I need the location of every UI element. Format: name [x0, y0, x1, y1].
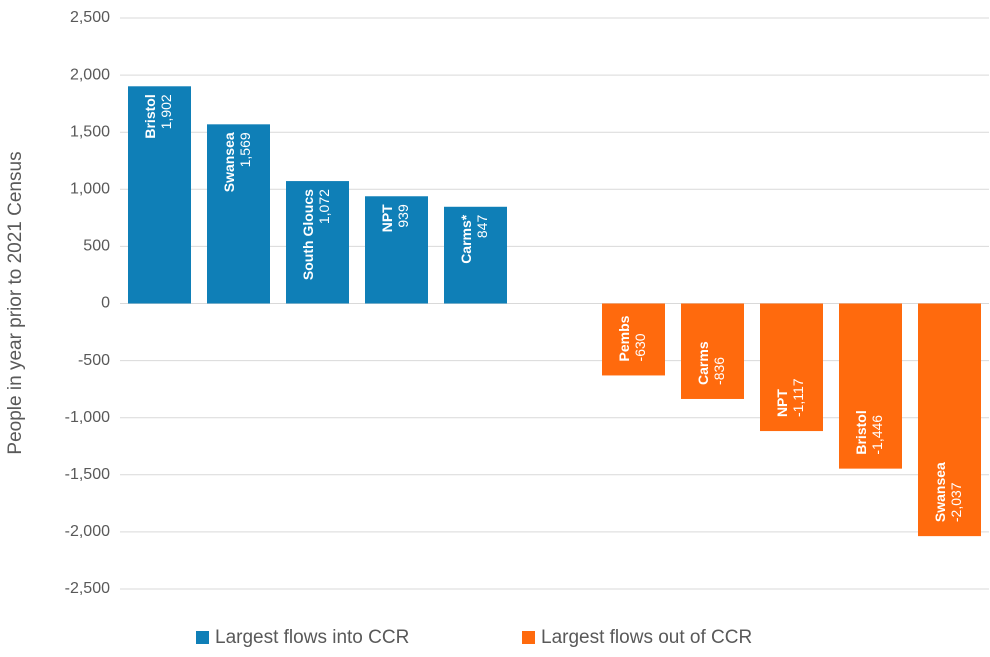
bar-category-label: Carms*	[458, 214, 474, 264]
legend-label: Largest flows into CCR	[215, 627, 409, 648]
bar-category-label: NPT	[774, 389, 790, 417]
bar-value-label: 1,902	[158, 94, 174, 129]
bar	[760, 303, 823, 432]
y-tick-label: -1,500	[65, 466, 110, 483]
y-tick-label: 1,000	[70, 181, 110, 198]
bar-value-label: 847	[474, 215, 490, 239]
y-tick-label: 2,500	[70, 9, 110, 26]
y-axis-label: People in year prior to 2021 Census	[5, 151, 26, 454]
legend-swatch	[522, 631, 535, 644]
bar	[207, 124, 270, 304]
bar-value-label: -630	[632, 333, 648, 361]
bar-category-label: Swansea	[221, 132, 237, 192]
y-tick-label: 1,500	[70, 123, 110, 140]
bar-category-label: Bristol	[142, 94, 158, 138]
legend-label: Largest flows out of CCR	[541, 627, 752, 648]
y-tick-label: 500	[83, 238, 110, 255]
bar-label-group: Bristol 1,902	[142, 94, 174, 139]
bar-label-group: Carms* 847	[458, 214, 490, 264]
bar-label-group: Pembs -630	[616, 315, 648, 361]
y-tick-label: -2,000	[65, 523, 110, 540]
bar	[365, 196, 428, 304]
bar-value-label: 1,072	[316, 189, 332, 224]
bar-label-group: NPT -1,117	[774, 378, 806, 417]
bar-label-group: South Gloucs 1,072	[300, 189, 332, 280]
bar-category-label: Pembs	[616, 315, 632, 361]
y-tick-label: 2,000	[70, 66, 110, 83]
bar-category-label: Carms	[695, 341, 711, 385]
y-tick-label: -2,500	[65, 580, 110, 597]
bar	[681, 303, 744, 399]
bar-label-group: NPT 939	[379, 204, 411, 232]
bar-category-label: South Gloucs	[300, 189, 316, 280]
bar-label-group: Carms -836	[695, 341, 727, 385]
y-tick-label: 0	[101, 295, 110, 312]
bar	[128, 86, 191, 304]
bar-category-label: Swansea	[932, 462, 948, 522]
bar-value-label: -836	[711, 357, 727, 385]
bar-value-label: -2,037	[948, 482, 964, 522]
bar	[602, 303, 665, 376]
bar-label-group: Swansea 1,569	[221, 132, 253, 192]
bar-label-group: Bristol -1,446	[853, 410, 885, 454]
bar	[839, 303, 902, 469]
legend-swatch	[196, 631, 209, 644]
bar-value-label: -1,446	[869, 415, 885, 455]
bar	[444, 206, 507, 304]
y-tick-label: -500	[78, 352, 110, 369]
bar	[918, 303, 981, 537]
bar-label-group: Swansea -2,037	[932, 462, 964, 522]
bar-value-label: 1,569	[237, 132, 253, 167]
bar-value-label: -1,117	[790, 378, 806, 417]
bar-category-label: NPT	[379, 204, 395, 232]
bar-value-label: 939	[395, 204, 411, 228]
y-tick-label: -1,000	[65, 409, 110, 426]
bar-category-label: Bristol	[853, 410, 869, 454]
bar	[286, 181, 349, 304]
